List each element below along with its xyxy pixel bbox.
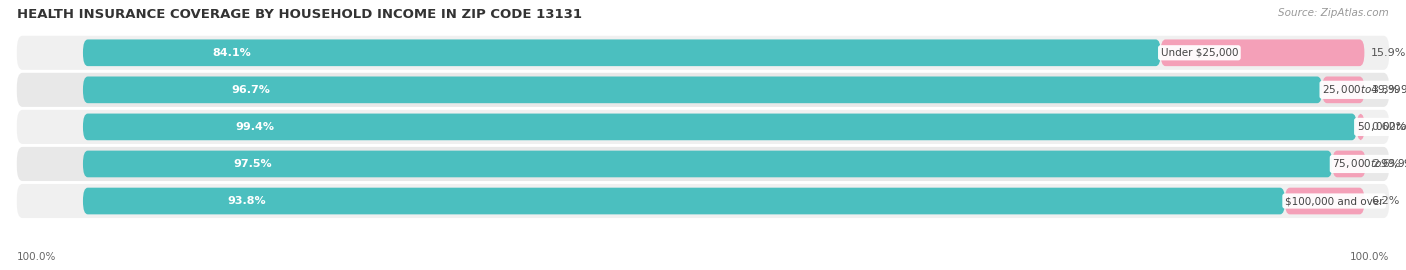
- Text: 97.5%: 97.5%: [233, 159, 271, 169]
- Text: 0.62%: 0.62%: [1371, 122, 1406, 132]
- Text: 6.2%: 6.2%: [1371, 196, 1399, 206]
- Text: 2.6%: 2.6%: [1372, 159, 1400, 169]
- FancyBboxPatch shape: [83, 114, 1357, 140]
- Text: $50,000 to $74,999: $50,000 to $74,999: [1357, 120, 1406, 133]
- FancyBboxPatch shape: [17, 36, 1389, 70]
- FancyBboxPatch shape: [83, 39, 1160, 66]
- Text: 3.3%: 3.3%: [1371, 85, 1399, 95]
- FancyBboxPatch shape: [1357, 114, 1365, 140]
- Text: 99.4%: 99.4%: [236, 122, 274, 132]
- FancyBboxPatch shape: [83, 151, 1333, 177]
- Text: $100,000 and over: $100,000 and over: [1285, 196, 1384, 206]
- FancyBboxPatch shape: [1322, 76, 1364, 103]
- Text: 84.1%: 84.1%: [212, 48, 252, 58]
- FancyBboxPatch shape: [17, 73, 1389, 107]
- Text: Source: ZipAtlas.com: Source: ZipAtlas.com: [1278, 8, 1389, 18]
- FancyBboxPatch shape: [1160, 39, 1364, 66]
- FancyBboxPatch shape: [1285, 188, 1364, 214]
- FancyBboxPatch shape: [83, 76, 1322, 103]
- Text: $25,000 to $49,999: $25,000 to $49,999: [1322, 83, 1406, 96]
- Text: Under $25,000: Under $25,000: [1160, 48, 1239, 58]
- FancyBboxPatch shape: [83, 188, 1285, 214]
- Text: $75,000 to $99,999: $75,000 to $99,999: [1333, 157, 1406, 170]
- Text: HEALTH INSURANCE COVERAGE BY HOUSEHOLD INCOME IN ZIP CODE 13131: HEALTH INSURANCE COVERAGE BY HOUSEHOLD I…: [17, 8, 582, 21]
- FancyBboxPatch shape: [1333, 151, 1365, 177]
- FancyBboxPatch shape: [17, 110, 1389, 144]
- Text: 100.0%: 100.0%: [17, 252, 56, 262]
- FancyBboxPatch shape: [17, 184, 1389, 218]
- FancyBboxPatch shape: [17, 147, 1389, 181]
- Text: 93.8%: 93.8%: [228, 196, 266, 206]
- Text: 100.0%: 100.0%: [1350, 252, 1389, 262]
- Text: 96.7%: 96.7%: [232, 85, 270, 95]
- Text: 15.9%: 15.9%: [1371, 48, 1406, 58]
